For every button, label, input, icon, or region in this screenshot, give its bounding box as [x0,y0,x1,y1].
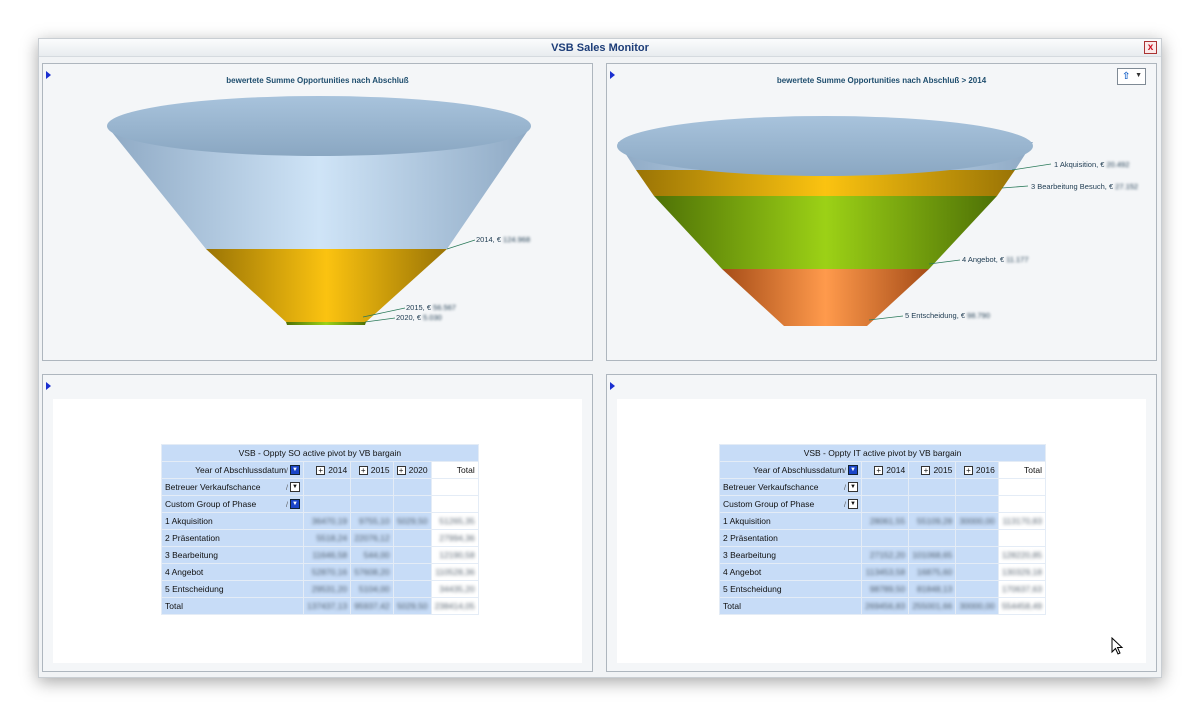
table-row: 2 Präsentation [719,529,1047,547]
funnel-top-ellipse [107,96,531,156]
col-dimension-header[interactable]: Year of Abschlussdatum/▼ [161,461,304,479]
year-header-2014[interactable]: +2014 [860,461,910,479]
year-header-2015[interactable]: +2015 [350,461,394,479]
chevron-down-icon: ▼ [1135,72,1142,79]
table-row: 4 Angebot 113453,58 16875,60 130329,18 [719,563,1047,581]
funnel-segment-bearbeitung [636,170,1015,196]
table-row: 1 Akquisition 28061,55 55109,28 30000,00… [719,512,1047,530]
pivot-caption: VSB - Oppty SO active pivot by VB bargai… [161,444,479,462]
label-2020: 2020, €5.030 [396,313,442,322]
year-header-2015[interactable]: +2015 [908,461,957,479]
row-dimension-header[interactable]: Custom Group of Phase / ▼ [719,495,862,513]
dimension-menu-icon[interactable]: ▼ [848,482,858,493]
dimension-menu-icon[interactable]: ▼ [848,499,858,510]
dimension-menu-icon[interactable]: ▼ [290,482,300,493]
pivot-caption: VSB - Oppty IT active pivot by VB bargai… [718,444,1047,462]
label-2014: 2014, €124.968 [476,235,530,244]
table-row-total: Total 137437,13 95937,42 5029,50 238414,… [161,597,479,615]
dimension-menu-icon[interactable]: ▼ [290,499,300,510]
funnel-segment-2015 [206,249,447,322]
dimension-menu-icon[interactable]: ▼ [290,465,300,476]
funnel-segment-2020 [286,322,366,325]
col-dimension-header[interactable]: Year of Abschlussdatum/▼ [719,461,862,479]
total-header: Total [430,461,479,479]
expand-plus-icon[interactable]: + [316,466,326,476]
right-chart-title: bewertete Summe Opportunities nach Absch… [776,76,987,85]
panel-expand-arrow-icon[interactable] [46,382,51,390]
total-header: Total [997,461,1047,479]
panel-expand-arrow-icon[interactable] [610,71,615,79]
funnel-top-ellipse [617,116,1033,176]
row-dimension-header[interactable]: Custom Group of Phase / ▼ [161,495,304,513]
year-header-2014[interactable]: +2014 [302,461,352,479]
arrow-up-icon: ⇧ [1122,71,1131,82]
label-bearbeitung: 3 Bearbeitung Besuch, €27.152 [1031,182,1138,191]
label-akquisition: 1 Akquisition, €20.492 [1054,160,1129,169]
table-row: 1 Akquisition 36470,19 9755,10 5029,50 5… [161,512,479,530]
mouse-cursor-icon [1111,637,1124,655]
left-pivot-table: VSB - Oppty SO active pivot by VB bargai… [161,444,479,615]
right-pivot-panel: VSB - Oppty IT active pivot by VB bargai… [606,374,1157,672]
left-pivot-panel: VSB - Oppty SO active pivot by VB bargai… [42,374,593,672]
close-icon[interactable]: x [1144,41,1157,54]
right-funnel-chart: 1 Akquisition, €20.492 3 Bearbeitung Bes… [617,116,1138,326]
expand-plus-icon[interactable]: + [358,466,368,476]
year-header-2020[interactable]: +2020 [392,461,432,479]
right-funnel-panel: bewertete Summe Opportunities nach Absch… [606,63,1157,361]
table-row: 5 Entscheidung 98789,50 81848,13 170637,… [719,580,1047,598]
funnel-segment-entscheidung [722,269,929,326]
row-dimension-header[interactable]: Betreuer Verkaufschance / ▼ [161,478,304,496]
window-titlebar: VSB Sales Monitor x [39,39,1161,57]
table-row: 5 Entscheidung 29531,20 5104,00 34435,20 [161,580,479,598]
left-funnel-panel: bewertete Summe Opportunities nach Absch… [42,63,593,361]
funnel-segment-angebot [654,196,997,269]
left-chart-title: bewertete Summe Opportunities nach Absch… [226,76,409,85]
expand-plus-icon[interactable]: + [874,466,884,476]
expand-plus-icon[interactable]: + [963,466,973,476]
table-row: 3 Bearbeitung 27152,20 101068,65 128220,… [719,546,1047,564]
window-title: VSB Sales Monitor [551,42,649,54]
year-header-2016[interactable]: +2016 [955,461,999,479]
table-row: 3 Bearbeitung 11646,58 544,00 12190,58 [161,546,479,564]
label-entscheidung: 5 Entscheidung, €98.790 [905,311,990,320]
dimension-menu-icon[interactable]: ▼ [848,465,858,476]
label-angebot: 4 Angebot, €11.177 [962,255,1029,264]
table-row: 4 Angebot 52870,16 57608,20 110528,36 [161,563,479,581]
row-dimension-header[interactable]: Betreuer Verkaufschance / ▼ [719,478,862,496]
right-pivot-table: VSB - Oppty IT active pivot by VB bargai… [718,444,1047,615]
panel-expand-arrow-icon[interactable] [46,71,51,79]
sales-monitor-window: VSB Sales Monitor x bewertete Summe Oppo… [38,38,1162,678]
left-funnel-chart: 2014, €124.968 2015, €56.567 2020, €5.03… [107,96,531,325]
label-2015: 2015, €56.567 [406,303,456,312]
drill-up-button[interactable]: ⇧ ▼ [1117,68,1146,85]
panel-expand-arrow-icon[interactable] [610,382,615,390]
funnel-segment-2014 [107,126,531,249]
table-row: 2 Präsentation 5518,24 22076,12 27994,36 [161,529,479,547]
expand-plus-icon[interactable]: + [396,466,406,476]
table-row-total: Total 269456,83 255001,66 30000,00 55445… [719,597,1047,615]
expand-plus-icon[interactable]: + [921,466,931,476]
